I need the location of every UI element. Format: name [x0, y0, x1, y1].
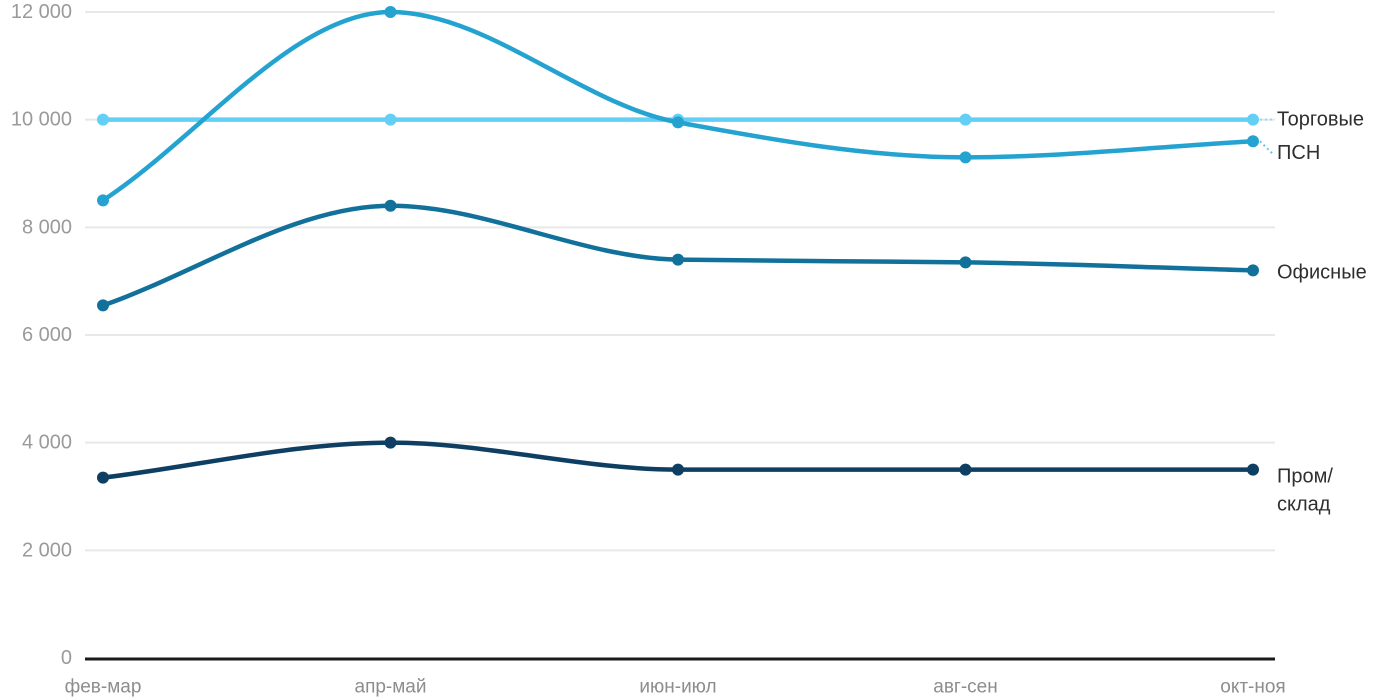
x-tick-label: авг-сен	[933, 677, 997, 698]
series-label-пром-склад: склад	[1277, 494, 1331, 516]
series-label-пром-склад: Пром/	[1277, 466, 1333, 488]
data-point-пром-склад	[959, 463, 972, 476]
x-tick-label: фев-мар	[65, 677, 142, 698]
data-point-псн	[384, 6, 397, 18]
y-tick-label: 4 000	[22, 432, 72, 454]
data-point-пром-склад	[672, 463, 684, 476]
series-label-торговые: Торговые	[1277, 109, 1364, 131]
data-point-торговые	[1247, 113, 1259, 126]
y-tick-label: 8 000	[22, 216, 72, 238]
data-point-псн	[1247, 135, 1259, 148]
data-point-офисные	[384, 199, 397, 212]
data-point-торговые	[384, 113, 397, 126]
data-point-торговые	[959, 113, 972, 126]
data-point-псн	[97, 194, 109, 207]
series-label-офисные: Офисные	[1277, 261, 1367, 283]
series-label-псн: ПСН	[1277, 142, 1320, 164]
y-tick-label: 12 000	[11, 1, 72, 23]
data-point-пром-склад	[1247, 463, 1259, 476]
data-point-псн	[959, 151, 972, 164]
x-tick-label: окт-ноя	[1220, 677, 1285, 698]
data-point-офисные	[672, 253, 684, 266]
label-leader-псн	[1259, 140, 1273, 154]
y-tick-label: 2 000	[22, 539, 72, 561]
data-point-пром-склад	[384, 436, 397, 449]
x-tick-label: апр-май	[355, 677, 427, 698]
data-point-офисные	[959, 256, 972, 269]
data-point-офисные	[1247, 264, 1259, 277]
y-tick-label: 10 000	[11, 109, 72, 131]
x-tick-label: июн-июл	[639, 677, 716, 698]
data-point-офисные	[97, 299, 109, 312]
y-tick-label: 0	[61, 647, 72, 669]
series-line-псн	[100, 9, 1256, 203]
data-point-псн	[672, 116, 684, 129]
data-point-пром-склад	[97, 471, 109, 484]
y-tick-label: 6 000	[22, 324, 72, 346]
data-point-торговые	[97, 113, 109, 126]
